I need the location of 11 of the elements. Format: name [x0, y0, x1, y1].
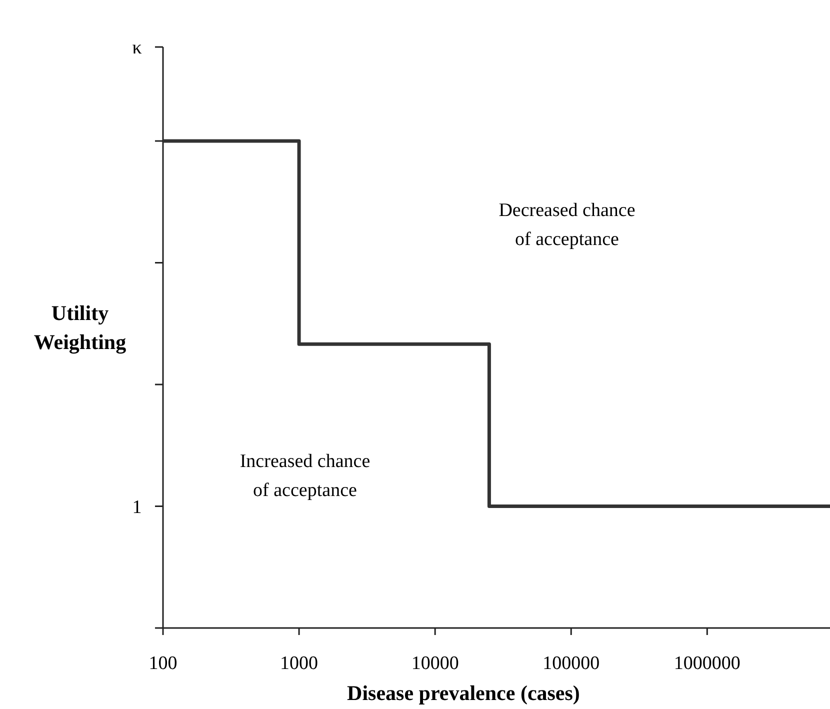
- text: 1: [132, 496, 142, 518]
- x-axis-title: Disease prevalence (cases): [347, 681, 580, 705]
- x-tick-label: 1000: [280, 653, 318, 674]
- x-tick-label: 1000000: [674, 653, 740, 674]
- text: κ: [132, 38, 142, 59]
- annotation: Decreased chance of acceptance: [498, 200, 636, 250]
- x-tick-label: 100000: [542, 653, 600, 674]
- y-axis-title: Utility Weighting: [34, 301, 127, 354]
- annotation: Increased chance of acceptance: [240, 451, 370, 501]
- x-tick-label: 10000: [411, 653, 459, 674]
- x-tick-label: 100: [148, 653, 178, 674]
